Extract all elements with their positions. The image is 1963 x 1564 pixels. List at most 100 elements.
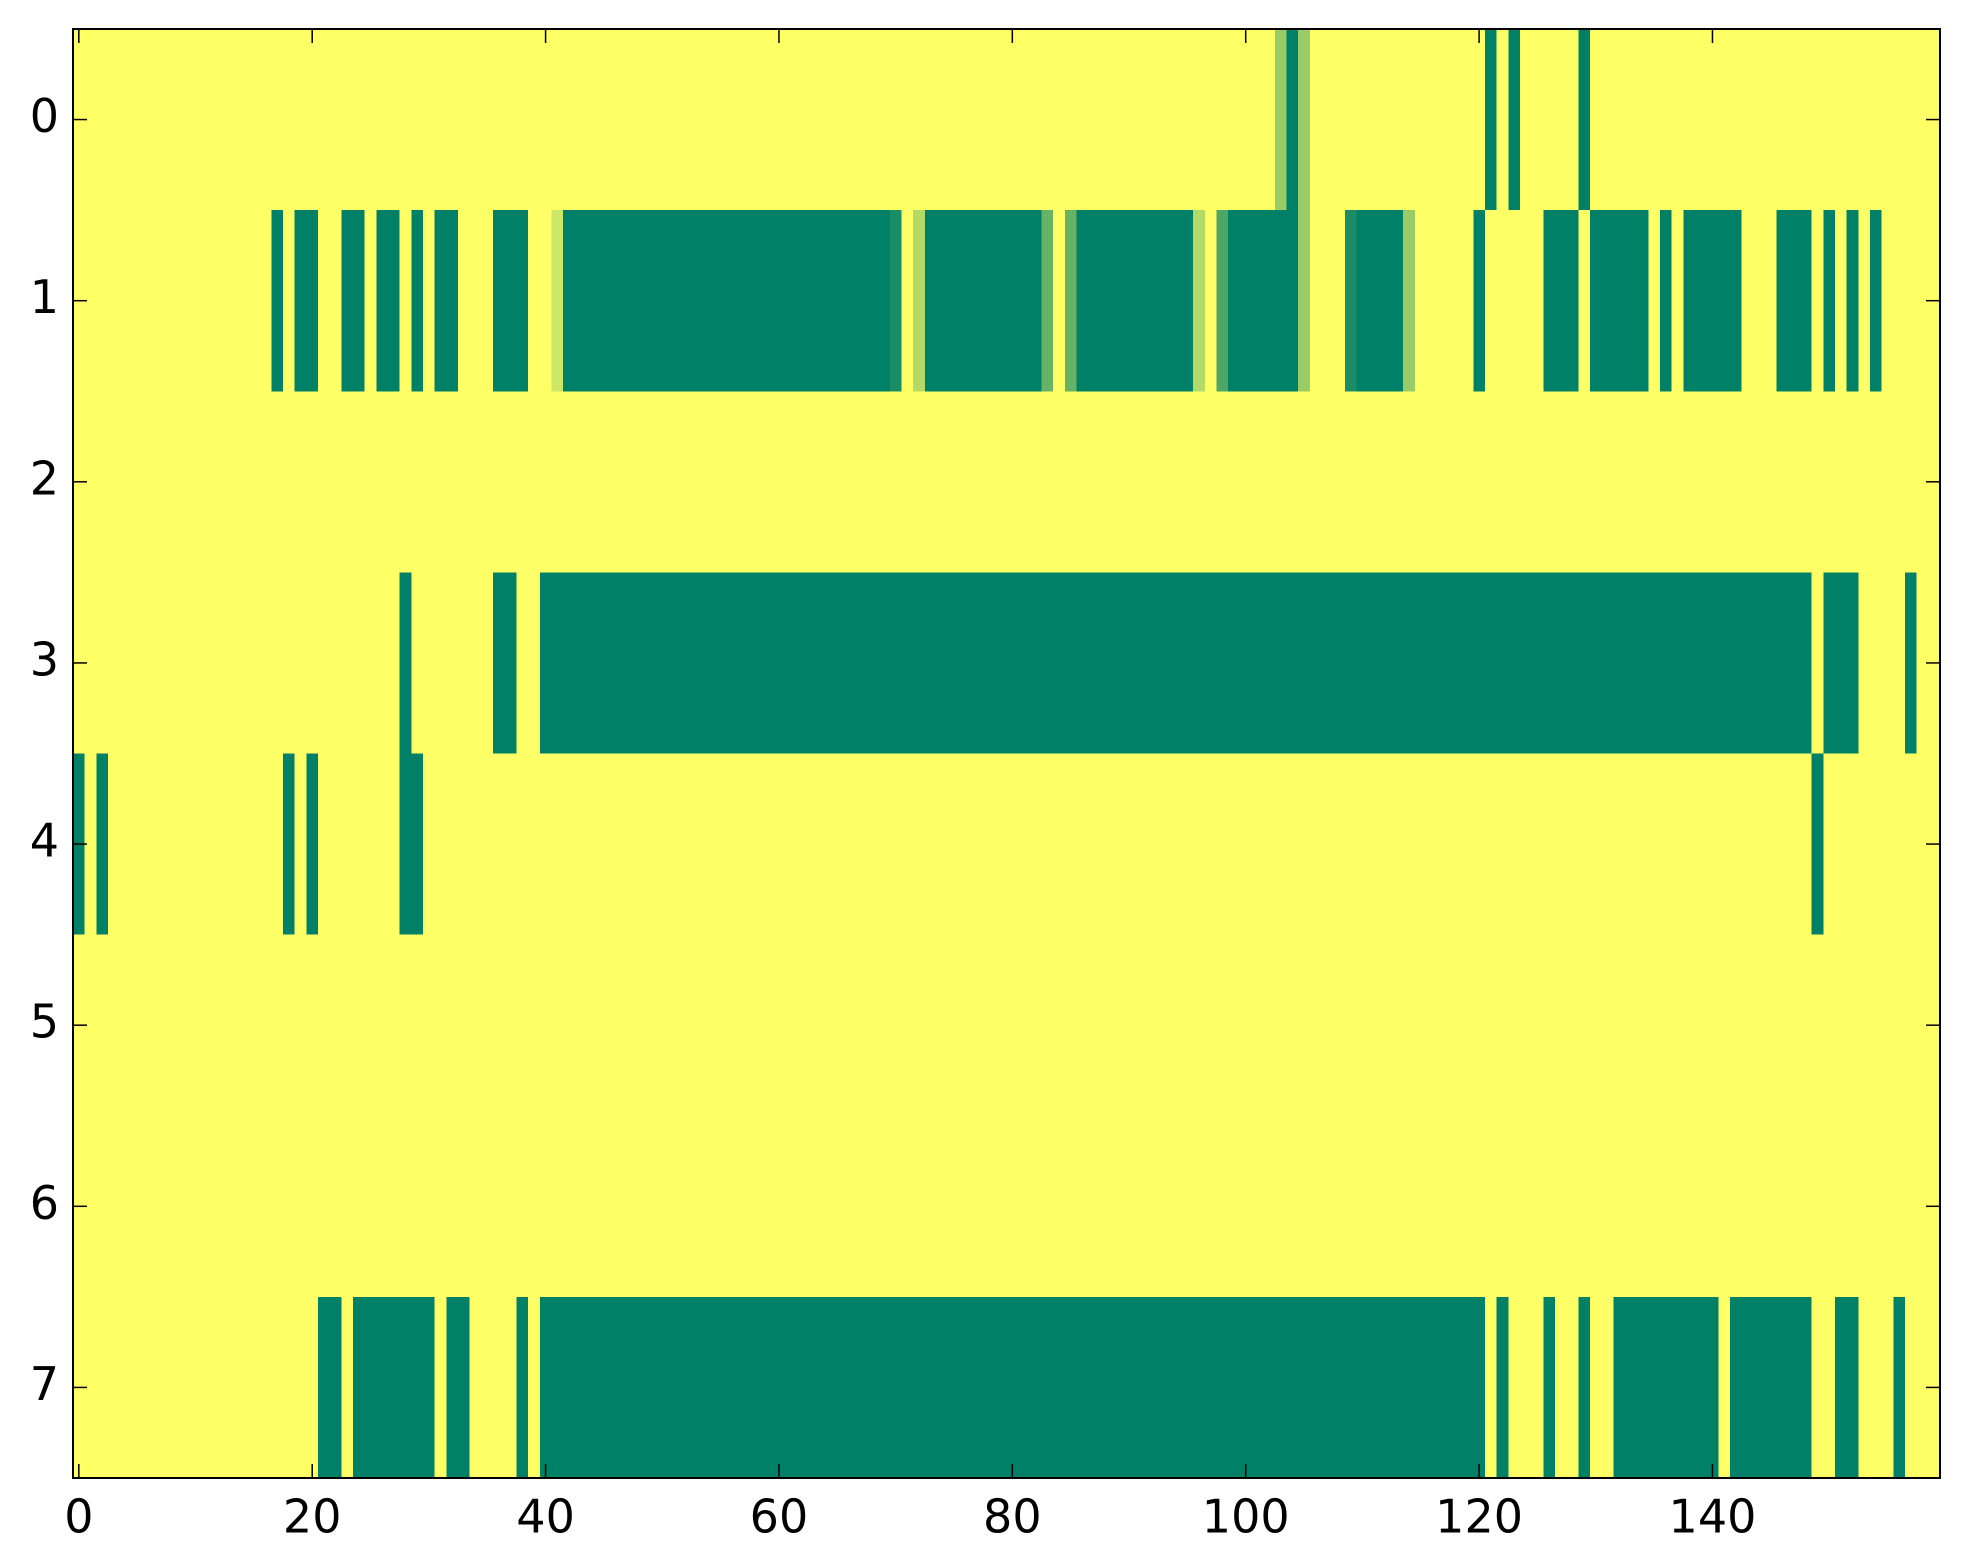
- cell: [1904, 29, 1918, 211]
- cell: [726, 753, 739, 936]
- cell: [1893, 753, 1906, 936]
- cell: [131, 391, 144, 573]
- cell: [679, 210, 693, 392]
- cell: [1146, 391, 1159, 573]
- cell: [1893, 934, 1906, 1117]
- cell: [1239, 572, 1253, 755]
- cell: [423, 753, 436, 936]
- cell: [983, 934, 996, 1117]
- cell: [714, 934, 728, 1117]
- cell: [1391, 29, 1404, 211]
- cell: [1356, 391, 1369, 573]
- cell: [1111, 391, 1124, 573]
- cell: [1741, 753, 1754, 936]
- cell: [493, 572, 506, 755]
- cell: [411, 753, 424, 936]
- x-tick-label: 80: [983, 1490, 1042, 1544]
- cell: [1099, 391, 1113, 573]
- cell: [1181, 934, 1194, 1117]
- cell: [796, 1296, 809, 1479]
- cell: [493, 1296, 506, 1479]
- cell: [901, 391, 914, 573]
- cell: [1134, 210, 1148, 392]
- cell: [1741, 934, 1754, 1117]
- cell: [1403, 934, 1416, 1117]
- cell: [329, 210, 342, 392]
- cell: [714, 572, 728, 755]
- cell: [679, 1296, 693, 1479]
- cell: [224, 753, 237, 936]
- cell: [1846, 1296, 1859, 1479]
- cell: [959, 934, 973, 1117]
- cell: [668, 1115, 681, 1298]
- cell: [1064, 29, 1078, 211]
- cell: [948, 391, 961, 573]
- cell: [504, 391, 518, 573]
- cell: [399, 572, 412, 755]
- cell: [574, 1115, 588, 1298]
- cell: [1158, 572, 1171, 755]
- cell: [131, 29, 144, 211]
- cell: [481, 210, 494, 392]
- cell: [388, 210, 401, 392]
- cell: [1764, 29, 1778, 211]
- cell: [364, 1115, 377, 1298]
- cell: [1368, 753, 1381, 936]
- cell: [388, 391, 401, 573]
- cell: [528, 29, 541, 211]
- cell: [1286, 1296, 1299, 1479]
- cell: [1811, 753, 1824, 936]
- cell: [1123, 1115, 1136, 1298]
- cell: [1753, 1296, 1766, 1479]
- cell: [1391, 1115, 1404, 1298]
- cell: [84, 1296, 97, 1479]
- cell: [469, 1115, 483, 1298]
- cell: [1391, 1296, 1404, 1479]
- cell: [1088, 934, 1101, 1117]
- cell: [1671, 210, 1684, 392]
- cell: [1158, 934, 1171, 1117]
- cell: [1508, 29, 1521, 211]
- cell: [528, 934, 541, 1117]
- cell: [1041, 210, 1054, 392]
- cell: [563, 1296, 576, 1479]
- cell: [1869, 1296, 1883, 1479]
- cell: [1823, 1296, 1836, 1479]
- cell: [458, 391, 471, 573]
- cell: [178, 753, 191, 936]
- cell: [1426, 210, 1439, 392]
- cell: [1029, 1296, 1043, 1479]
- cell: [1578, 1296, 1591, 1479]
- cell: [714, 753, 728, 936]
- cell: [819, 572, 833, 755]
- x-tick-label: 60: [750, 1490, 809, 1544]
- cell: [1613, 753, 1626, 936]
- cell: [1298, 391, 1311, 573]
- cell: [271, 1296, 284, 1479]
- cell: [306, 934, 319, 1117]
- cell: [1519, 934, 1533, 1117]
- cell: [1088, 572, 1101, 755]
- cell: [808, 29, 821, 211]
- cell: [1251, 210, 1264, 392]
- cell: [1624, 934, 1638, 1117]
- cell: [1438, 1115, 1451, 1298]
- cell: [808, 210, 821, 392]
- cell: [481, 391, 494, 573]
- cell: [446, 572, 459, 755]
- cell: [1834, 1115, 1848, 1298]
- cell: [166, 1296, 179, 1479]
- cell: [423, 934, 436, 1117]
- y-tick-label: 4: [30, 814, 59, 868]
- cell: [224, 29, 237, 211]
- cell: [84, 753, 97, 936]
- cell: [866, 391, 879, 573]
- cell: [108, 753, 121, 936]
- cell: [1333, 391, 1346, 573]
- cell: [598, 29, 611, 211]
- cell: [854, 753, 868, 936]
- cell: [1006, 391, 1019, 573]
- cell: [1309, 1115, 1323, 1298]
- cell: [1788, 210, 1801, 392]
- cell: [458, 1115, 471, 1298]
